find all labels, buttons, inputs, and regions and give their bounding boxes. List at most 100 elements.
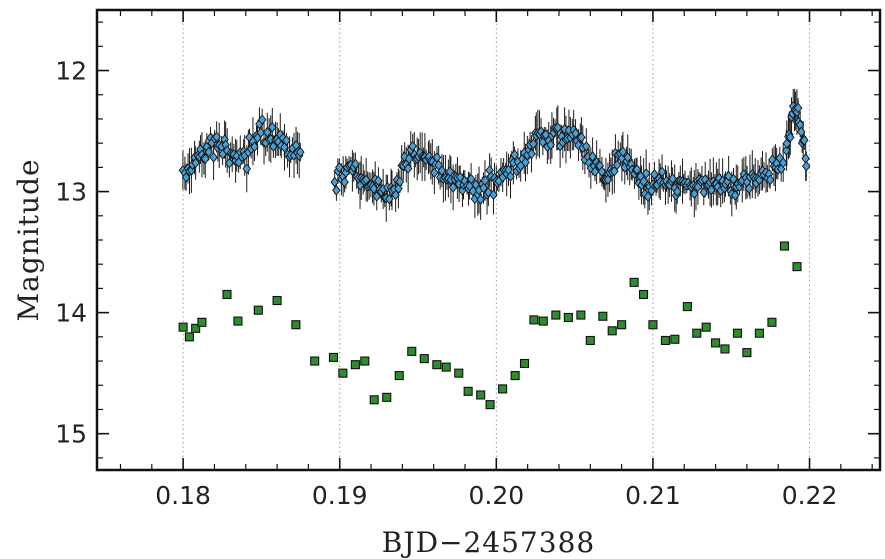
diamond-point <box>391 189 400 201</box>
diamond-point <box>776 163 786 175</box>
diamond-point <box>448 182 458 193</box>
square-point <box>576 310 586 320</box>
square-point <box>711 338 721 348</box>
square-point <box>519 358 530 369</box>
diamond-point <box>612 159 622 171</box>
diamond-point <box>802 160 811 172</box>
square-point <box>178 322 188 332</box>
x-tick-label: 0.19 <box>312 481 368 510</box>
diamond-point <box>209 152 218 163</box>
diamond-point <box>793 102 803 114</box>
diamond-point <box>242 163 252 175</box>
diamond-point <box>332 184 341 196</box>
square-point <box>441 362 451 372</box>
diamond-point <box>395 176 405 187</box>
diamond-series <box>178 100 811 205</box>
square-point <box>369 395 379 405</box>
diamond-point <box>340 176 349 188</box>
diamond-point <box>268 121 277 133</box>
diamond-point <box>372 191 382 202</box>
square-point <box>754 328 764 338</box>
diamond-point <box>639 176 648 187</box>
y-tick-label: 12 <box>55 57 87 86</box>
square-point <box>538 316 548 326</box>
square-point <box>660 335 671 346</box>
diamond-point <box>296 146 305 158</box>
square-point <box>184 332 194 342</box>
square-point <box>253 305 263 315</box>
square-point <box>638 289 649 300</box>
y-tick-label: 13 <box>55 178 87 207</box>
x-tick-label: 0.18 <box>155 481 211 510</box>
square-point <box>742 348 752 358</box>
diamond-point <box>729 173 738 185</box>
diamond-point <box>553 122 563 134</box>
square-point <box>648 320 658 330</box>
square-point <box>328 352 339 362</box>
diamond-point <box>582 140 591 152</box>
square-series <box>178 241 802 410</box>
diamond-point <box>480 175 490 186</box>
square-point <box>529 315 539 325</box>
diamond-point <box>778 157 788 168</box>
diamond-point <box>191 157 200 169</box>
diamond-point <box>782 138 792 149</box>
diamond-point <box>650 168 659 180</box>
square-point <box>585 335 595 346</box>
square-point <box>338 368 348 378</box>
diamond-point <box>250 141 259 153</box>
square-point <box>407 346 417 356</box>
square-point <box>498 384 508 394</box>
square-point <box>551 310 561 320</box>
diamond-point <box>782 145 791 156</box>
square-point <box>779 241 790 251</box>
diamond-point <box>800 134 809 146</box>
x-tick-label: 0.21 <box>625 481 681 510</box>
diamond-point <box>643 191 653 202</box>
diamond-point <box>256 127 266 138</box>
diamond-point <box>668 173 677 184</box>
diamond-point <box>466 173 476 185</box>
diamond-point <box>282 135 291 146</box>
diamond-point <box>201 153 210 165</box>
diamond-point <box>632 164 642 175</box>
y-tick-labels: 12 13 14 15 <box>55 57 87 449</box>
x-tick-label: 0.22 <box>782 481 838 510</box>
diamond-point <box>786 131 795 143</box>
diamond-point <box>521 157 530 168</box>
diamond-point <box>647 185 656 197</box>
x-tick-labels: 0.18 0.19 0.20 0.21 0.22 <box>155 481 837 510</box>
square-point <box>191 323 201 333</box>
square-point <box>310 356 320 366</box>
square-point <box>732 328 743 338</box>
diamond-point <box>657 166 667 178</box>
x-tick-label: 0.20 <box>468 481 524 510</box>
square-point <box>272 295 282 306</box>
square-point <box>720 344 730 354</box>
diamond-point <box>385 193 394 205</box>
error-bars <box>182 88 807 222</box>
y-axis-label: Magnitude <box>12 158 45 321</box>
square-point <box>233 316 243 326</box>
diamond-point <box>404 153 414 165</box>
diamond-point <box>577 131 586 143</box>
square-point <box>419 354 429 364</box>
diamond-point <box>707 184 716 196</box>
y-tick-label: 15 <box>55 420 87 449</box>
square-point <box>629 277 639 287</box>
diamond-point <box>489 189 498 201</box>
diamond-point <box>484 187 493 198</box>
diamond-point <box>618 146 628 158</box>
diamond-point <box>374 175 383 187</box>
diamond-point <box>408 140 417 152</box>
square-point <box>692 328 702 338</box>
diamond-point <box>527 148 536 160</box>
diamond-point <box>212 131 221 143</box>
square-point <box>617 320 627 330</box>
diamond-point <box>476 194 485 205</box>
diamond-point <box>797 126 806 138</box>
diamond-point <box>479 182 488 194</box>
diamond-point <box>280 142 289 153</box>
square-point <box>382 392 392 402</box>
